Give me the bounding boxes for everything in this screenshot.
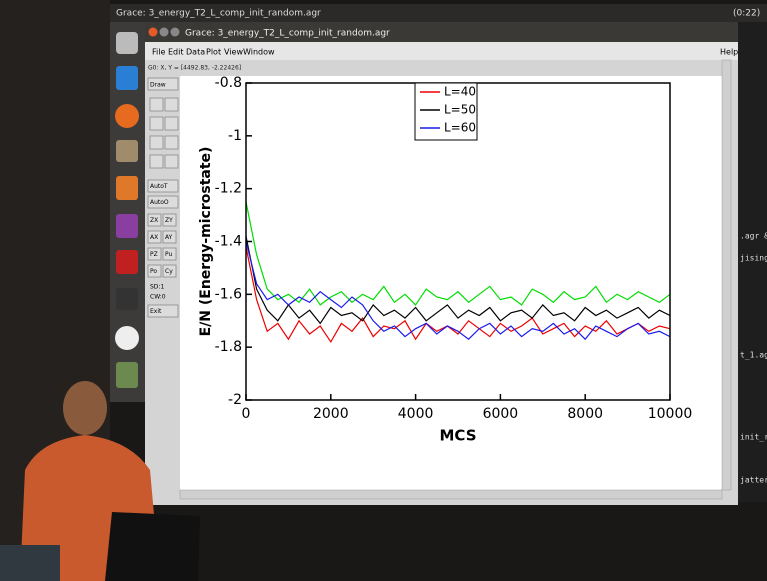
icon-button[interactable]	[164, 135, 179, 150]
x-tick-label: 0	[242, 406, 251, 422]
button-label[interactable]: AX	[150, 234, 158, 241]
y-tick-label: -2	[228, 392, 242, 408]
legend-label: L=60	[444, 121, 476, 135]
h-scrollbar[interactable]	[179, 489, 723, 500]
v-scrollbar[interactable]	[721, 59, 732, 491]
launcher-icons	[115, 32, 139, 388]
x-tick-label: 2000	[313, 406, 349, 422]
menu-bar	[145, 42, 738, 60]
button-label[interactable]: Exit	[150, 308, 162, 315]
y-tick-label: -1	[228, 128, 242, 144]
terminal-line: jising	[740, 254, 767, 263]
button-label[interactable]: Draw	[150, 82, 166, 89]
terminal-line: jatter	[740, 476, 767, 485]
status-line: G0: X, Y = [4492.83, -2.22426]	[148, 65, 241, 72]
x-tick-label: 6000	[483, 406, 519, 422]
button-label[interactable]: PZ	[150, 251, 158, 258]
x-tick-label: 4000	[398, 406, 434, 422]
y-tick-label: -1.6	[215, 286, 242, 302]
y-tick-label: -1.8	[215, 339, 242, 355]
button-label[interactable]: Pu	[165, 251, 173, 258]
toolbar-info: SD:1	[150, 284, 164, 291]
y-tick-label: -0.8	[215, 75, 242, 91]
button[interactable]	[147, 179, 179, 193]
button[interactable]	[147, 195, 179, 209]
x-axis-label: MCS	[439, 427, 476, 445]
button[interactable]	[147, 304, 179, 318]
legend-label: L=40	[444, 85, 476, 99]
terminal	[738, 22, 767, 502]
x-tick-label: 10000	[648, 406, 693, 422]
terminal-line: t_1.ag	[740, 351, 767, 360]
button[interactable]	[147, 230, 162, 244]
menu-item[interactable]: Plot	[206, 48, 221, 57]
maximize-button[interactable]	[170, 27, 180, 37]
button[interactable]	[147, 77, 179, 91]
toolbar-info: CW:0	[150, 294, 166, 301]
monitor	[0, 545, 60, 581]
top-panel	[110, 4, 767, 22]
panel-title: Grace: 3_energy_T2_L_comp_init_random.ag…	[116, 9, 321, 19]
icon-button[interactable]	[149, 154, 164, 169]
terminal-line: init_r	[740, 433, 767, 442]
menu-item[interactable]: Window	[243, 48, 275, 57]
icon-button[interactable]	[149, 135, 164, 150]
legend-label: L=50	[444, 103, 476, 117]
button[interactable]	[147, 264, 162, 278]
button[interactable]	[162, 247, 177, 261]
y-tick-label: -1.4	[215, 234, 242, 250]
canvas	[180, 76, 722, 490]
panel-clock: (0:22)	[733, 9, 760, 19]
close-button[interactable]	[148, 27, 158, 37]
title-bar	[145, 22, 738, 42]
button-label[interactable]: Cy	[165, 268, 173, 275]
button[interactable]	[162, 213, 177, 227]
minimize-button[interactable]	[159, 27, 169, 37]
menu-item[interactable]: Data	[186, 48, 205, 57]
menu-item[interactable]: File	[152, 48, 165, 57]
y-axis-label: E/N (Energy-microstate)	[198, 147, 214, 337]
series-line	[245, 201, 671, 306]
series-line	[245, 241, 671, 341]
x-tick-label: 8000	[567, 406, 603, 422]
icon-button[interactable]	[164, 154, 179, 169]
menu-item[interactable]: Edit	[168, 48, 184, 57]
laptop	[105, 512, 200, 581]
button-label[interactable]: AutoT	[150, 183, 168, 190]
button[interactable]	[162, 230, 177, 244]
terminal-line: .agr &	[740, 232, 767, 241]
menu-item[interactable]: View	[224, 48, 243, 57]
icon-button[interactable]	[164, 97, 179, 112]
button-label[interactable]: Po	[150, 268, 157, 275]
button-label[interactable]: AY	[165, 234, 173, 241]
window-title: Grace: 3_energy_T2_L_comp_init_random.ag…	[185, 29, 390, 39]
button[interactable]	[147, 247, 162, 261]
series-line	[245, 236, 671, 325]
menu-help[interactable]: Help	[720, 48, 738, 57]
button-label[interactable]: AutoO	[150, 199, 169, 206]
icon-button[interactable]	[149, 97, 164, 112]
icon-button[interactable]	[164, 116, 179, 131]
button[interactable]	[147, 213, 162, 227]
y-tick-label: -1.2	[215, 181, 242, 197]
icon-button[interactable]	[149, 116, 164, 131]
button[interactable]	[162, 264, 177, 278]
button-label[interactable]: ZY	[165, 217, 173, 224]
button-label[interactable]: ZX	[150, 217, 158, 224]
